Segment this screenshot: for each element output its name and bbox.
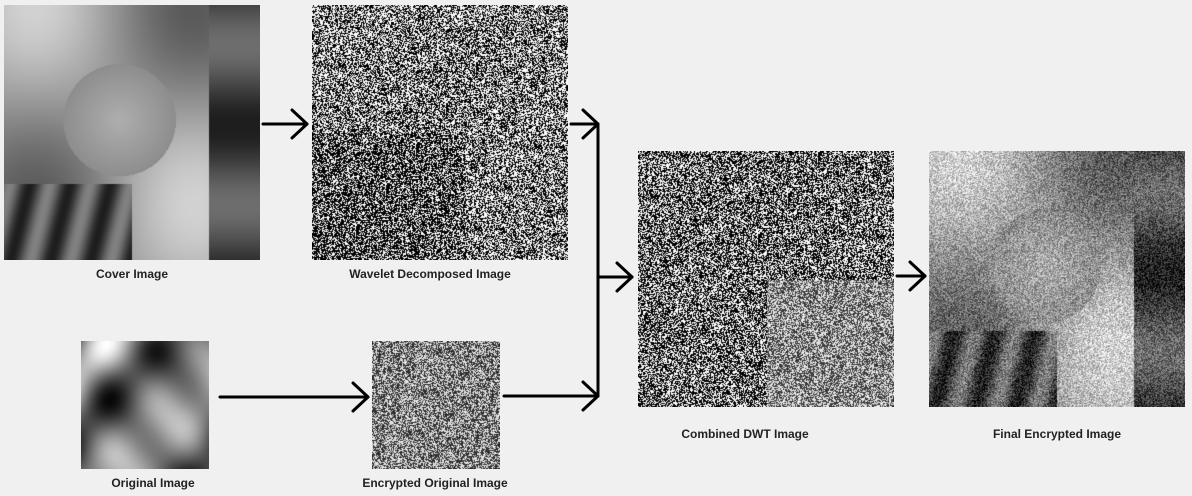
arrow-joint-to-combined <box>596 261 634 293</box>
arrow-wavelet-to-joint <box>569 108 600 140</box>
cover-image <box>4 5 260 260</box>
arrow-combined-to-final <box>895 260 927 292</box>
arrow-encrypted-to-joint <box>502 380 600 412</box>
original-image-caption: Original Image <box>111 476 195 490</box>
encrypted-original-image-caption: Encrypted Original Image <box>362 476 508 490</box>
arrow-cover-to-wavelet <box>261 108 309 140</box>
original-image <box>81 341 209 469</box>
wavelet-decomposed-image <box>312 5 568 260</box>
combined-dwt-image <box>638 151 894 407</box>
final-encrypted-image-caption: Final Encrypted Image <box>992 427 1122 441</box>
arrow-original-to-encrypted <box>218 381 370 413</box>
combined-dwt-image-caption: Combined DWT Image <box>681 427 809 441</box>
final-encrypted-image <box>929 151 1185 407</box>
wavelet-decomposed-image-caption: Wavelet Decomposed Image <box>349 267 511 281</box>
cover-image-caption: Cover Image <box>95 267 169 281</box>
encrypted-original-image <box>372 341 500 469</box>
